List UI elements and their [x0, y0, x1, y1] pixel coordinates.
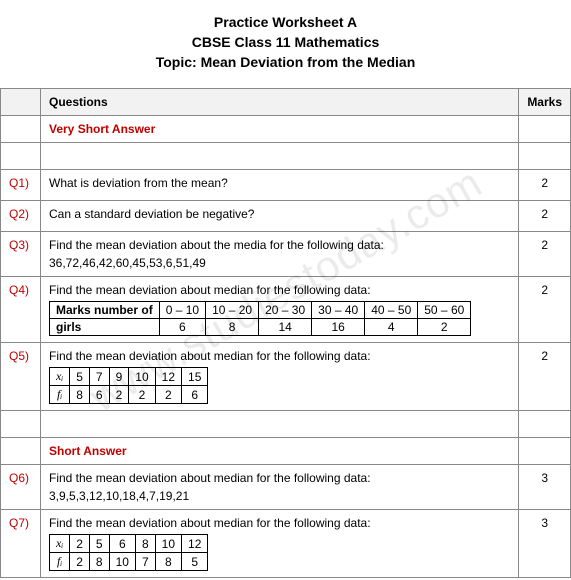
q7-flabel: fᵢ [50, 553, 70, 571]
blank-row [1, 411, 571, 438]
blank-row [1, 143, 571, 170]
col-marks: Marks [519, 89, 571, 116]
q6-text: Find the mean deviation about median for… [49, 471, 510, 485]
section-row-vsa: Very Short Answer [1, 116, 571, 143]
q1-marks: 2 [519, 170, 571, 201]
q4-id: Q4) [1, 277, 41, 343]
q7-inner-table: xᵢ 25681012 fᵢ 2810785 [49, 534, 208, 571]
q3-text: Find the mean deviation about the media … [49, 238, 510, 252]
q6-id: Q6) [1, 465, 41, 510]
table-header-row: Questions Marks [1, 89, 571, 116]
q3-data: 36,72,46,42,60,45,53,6,51,49 [49, 256, 510, 270]
q2-text: Can a standard deviation be negative? [49, 207, 510, 221]
section-row-sa: Short Answer [1, 438, 571, 465]
q7-id: Q7) [1, 510, 41, 578]
q7-row: Q7) Find the mean deviation about median… [1, 510, 571, 578]
q7-text: Find the mean deviation about median for… [49, 516, 510, 530]
q2-row: Q2) Can a standard deviation be negative… [1, 201, 571, 232]
q5-id: Q5) [1, 343, 41, 411]
q4-rowlabel1: Marks number of [50, 302, 160, 319]
q4-row: Q4) Find the mean deviation about median… [1, 277, 571, 343]
q5-flabel: fᵢ [50, 386, 70, 404]
questions-table: Questions Marks Very Short Answer Q1) Wh… [0, 88, 571, 578]
q5-row: Q5) Find the mean deviation about median… [1, 343, 571, 411]
q2-marks: 2 [519, 201, 571, 232]
header-line-3: Topic: Mean Deviation from the Median [0, 54, 571, 70]
q4-inner-table: Marks number of 0 – 1010 – 2020 – 3030 –… [49, 301, 471, 336]
q4-marks: 2 [519, 277, 571, 343]
col-question: Questions [41, 89, 519, 116]
q3-marks: 2 [519, 232, 571, 277]
q1-row: Q1) What is deviation from the mean? 2 [1, 170, 571, 201]
header-line-1: Practice Worksheet A [0, 14, 571, 30]
q3-row: Q3) Find the mean deviation about the me… [1, 232, 571, 277]
header-line-2: CBSE Class 11 Mathematics [0, 34, 571, 50]
q6-data: 3,9,5,3,12,10,18,4,7,19,21 [49, 489, 510, 503]
q5-inner-table: xᵢ 579101215 fᵢ 862226 [49, 367, 208, 404]
q1-text: What is deviation from the mean? [49, 176, 510, 190]
section-sa-label: Short Answer [49, 444, 127, 458]
col-qnum [1, 89, 41, 116]
q5-marks: 2 [519, 343, 571, 411]
q5-xlabel: xᵢ [50, 368, 70, 386]
q5-text: Find the mean deviation about median for… [49, 349, 510, 363]
q6-row: Q6) Find the mean deviation about median… [1, 465, 571, 510]
q1-id: Q1) [1, 170, 41, 201]
q4-rowlabel2: girls [50, 319, 160, 336]
q2-id: Q2) [1, 201, 41, 232]
q3-id: Q3) [1, 232, 41, 277]
q6-marks: 3 [519, 465, 571, 510]
section-vsa-label: Very Short Answer [49, 122, 155, 136]
q7-xlabel: xᵢ [50, 535, 70, 553]
worksheet-header: Practice Worksheet A CBSE Class 11 Mathe… [0, 0, 571, 88]
q7-marks: 3 [519, 510, 571, 578]
q4-text: Find the mean deviation about median for… [49, 283, 510, 297]
